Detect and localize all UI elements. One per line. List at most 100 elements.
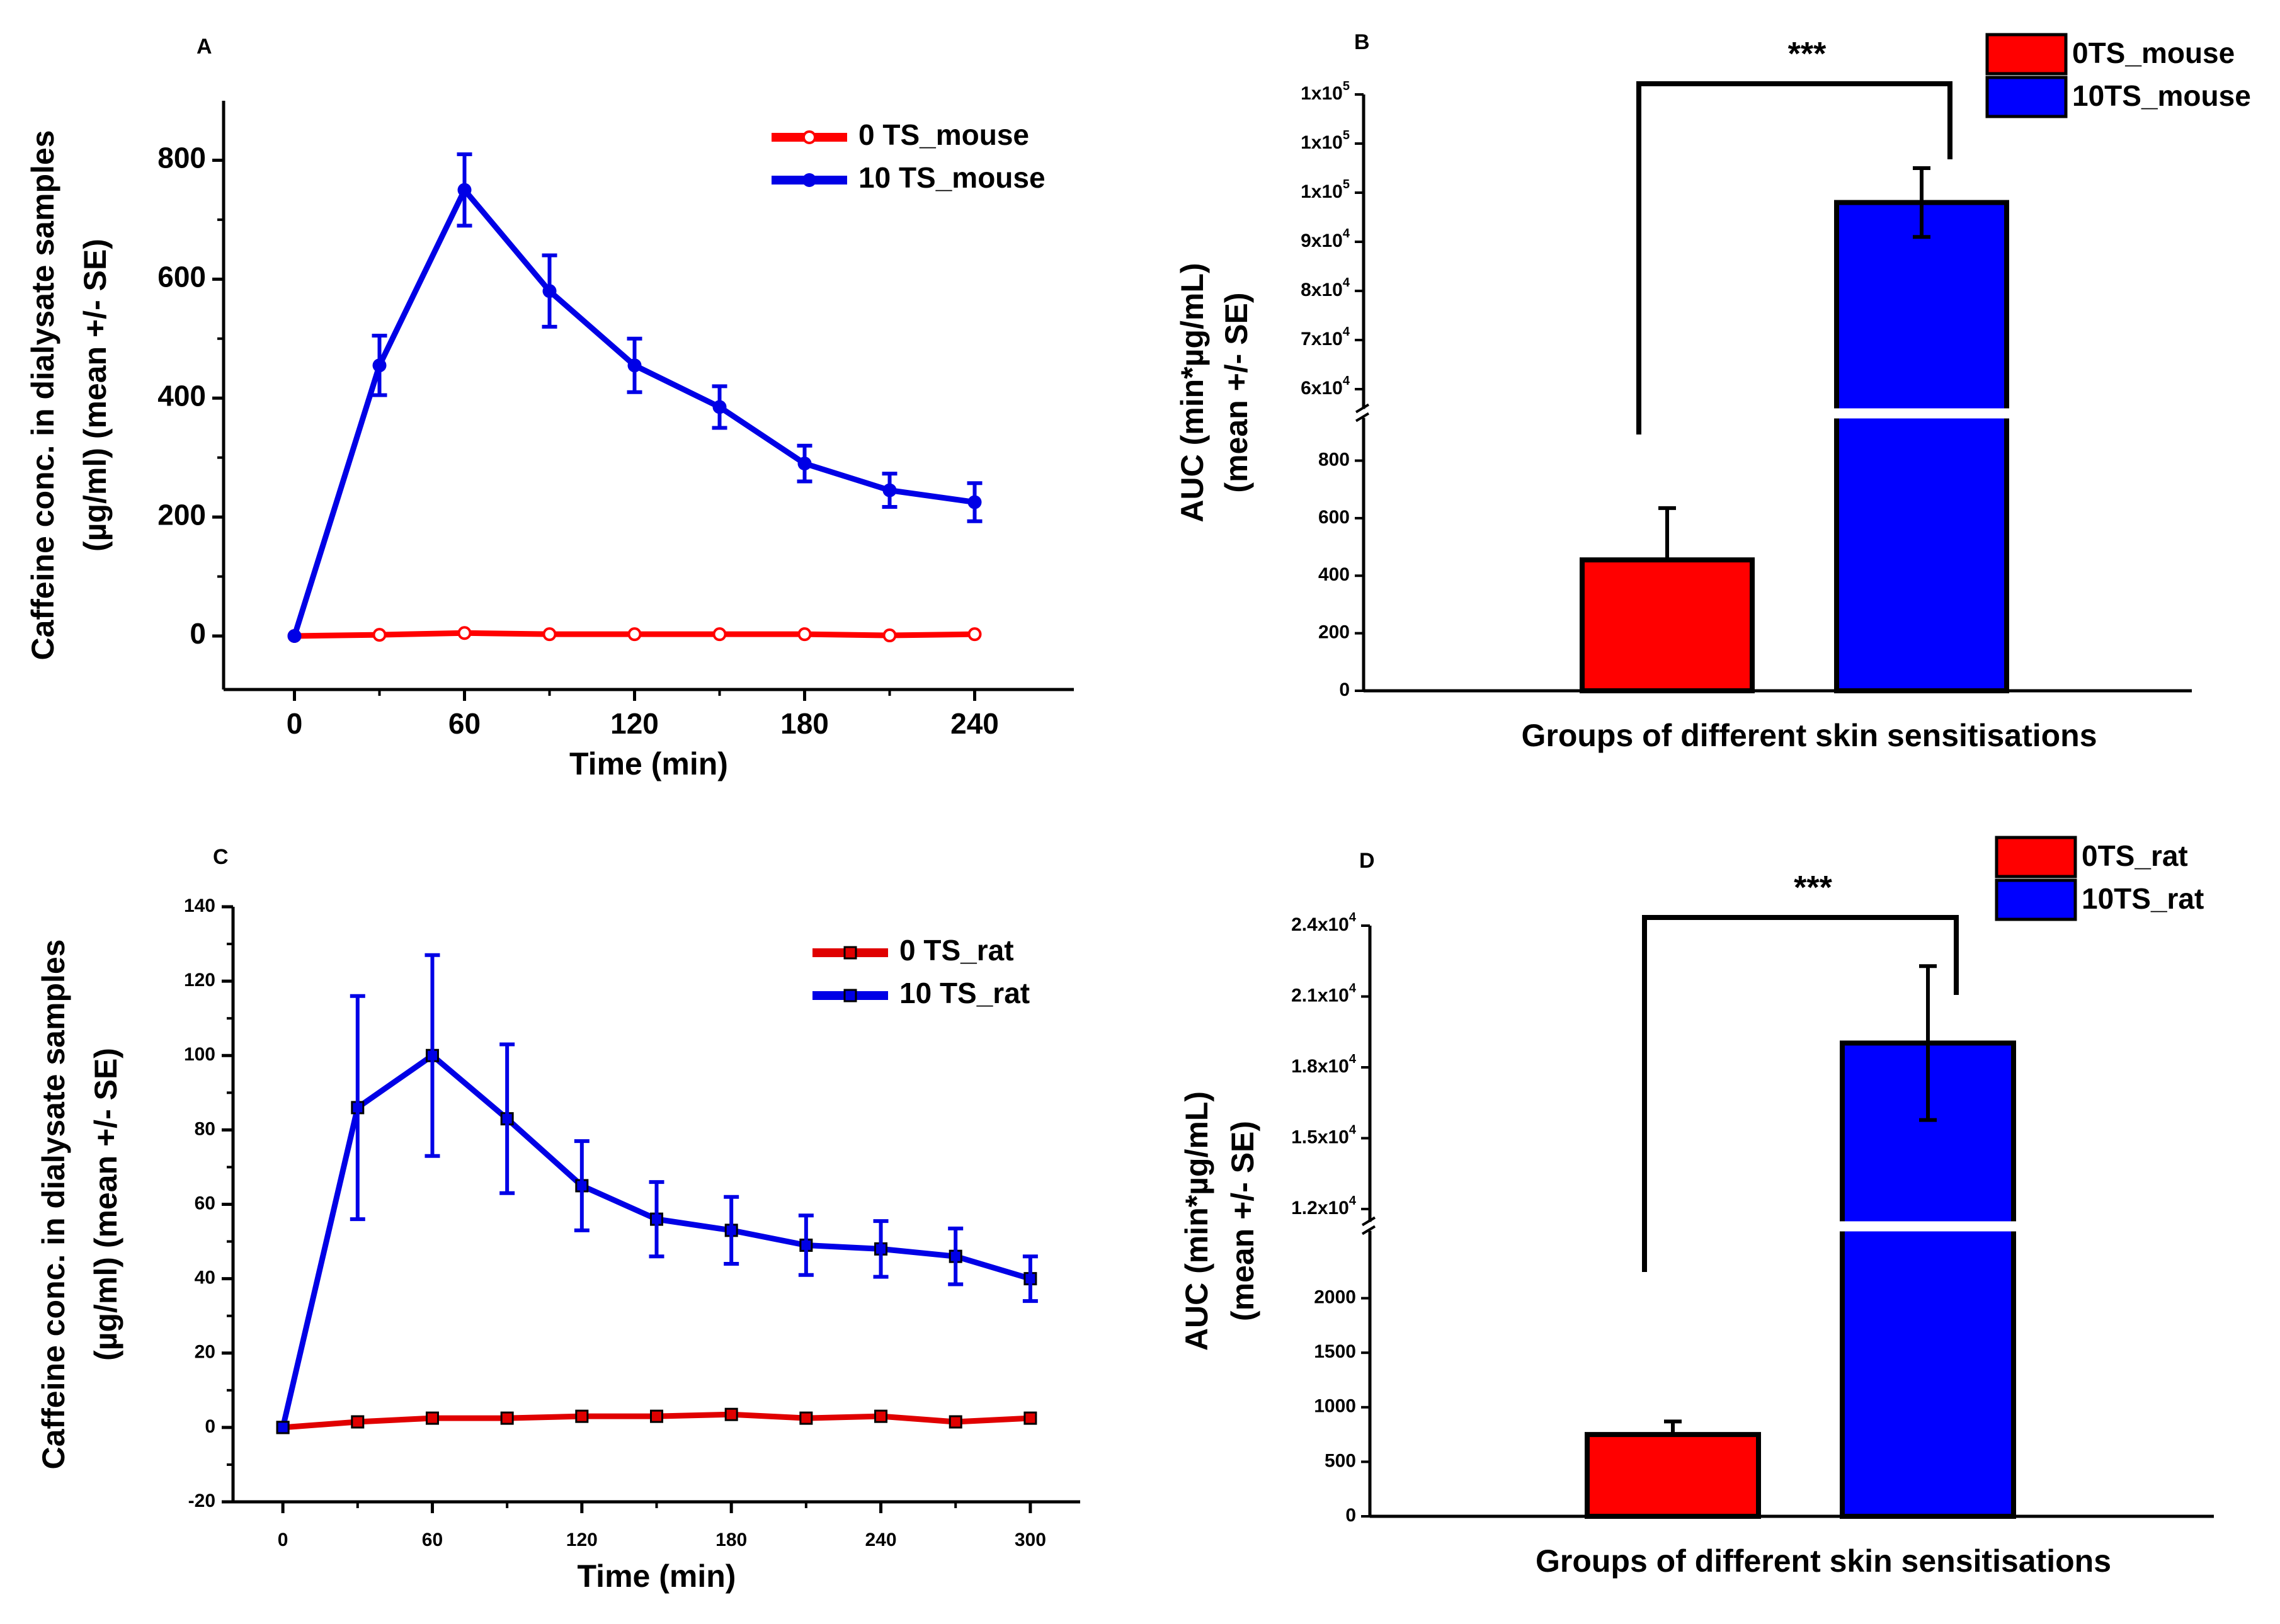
panel-c-x-tick-label: 300 xyxy=(1015,1530,1046,1550)
panel-d-legend-item-2: 10TS_rat xyxy=(1995,878,2204,921)
panel-a-x-tick-label: 60 xyxy=(448,707,481,740)
panel-c-y-tick-label: 0 xyxy=(205,1416,215,1437)
panel-b-y-tick-label: 7x104 xyxy=(1301,325,1350,349)
panel-c-series-2-error-bar xyxy=(724,1195,739,1266)
panel-b-y-tick-label: 8x104 xyxy=(1301,276,1350,300)
panel-a-x-tick-label: 120 xyxy=(610,707,659,740)
panel-a-series-1-point xyxy=(797,627,812,642)
panel-a-series-1-point xyxy=(457,626,472,640)
panel-b-bar-1-rect xyxy=(1580,557,1755,693)
panel-a-series-2-error-bar xyxy=(627,336,642,394)
panel-d-y-axis-title-line2: (mean +/- SE) xyxy=(1225,1121,1260,1321)
panel-c-series-1 xyxy=(276,1407,1037,1434)
panel-a-x-tick-label: 240 xyxy=(950,707,999,740)
panel-a-series-2-error-bar xyxy=(967,481,983,523)
panel-b-y-tick-label: 200 xyxy=(1318,622,1350,643)
panel-c-series-1-point xyxy=(650,1409,663,1423)
panel-d-bar-break xyxy=(1836,1221,2020,1232)
panel-a-series-2-error-bar xyxy=(712,384,727,430)
panel-c-y-tick-label: 80 xyxy=(195,1118,215,1139)
panel-c-legend-label: 0 TS_rat xyxy=(899,934,1014,967)
panel-c-series-2-error-bar xyxy=(873,1219,889,1279)
panel-c-series-2-error-bar xyxy=(425,953,440,1158)
panel-b-legend-swatch xyxy=(1985,76,2068,118)
panel-d-bar-1-rect xyxy=(1585,1432,1761,1519)
panel-b-y-tick-label: 1x105 xyxy=(1301,178,1350,202)
panel-c-y-tick-label: 100 xyxy=(184,1044,215,1065)
panel-b-bar-2-error xyxy=(1913,166,1930,239)
panel-c-y-tick-label: 120 xyxy=(184,970,215,991)
panel-b-legend-item-2: 10TS_mouse xyxy=(1985,76,2251,118)
panel-b-y-tick-label: 800 xyxy=(1318,449,1350,470)
panel-d-significance-bracket xyxy=(1642,915,1959,1272)
panel-a-series-1-point xyxy=(882,628,897,643)
panel-d-y-tick-label: 1500 xyxy=(1314,1341,1356,1362)
panel-a-y-tick-label: 600 xyxy=(157,260,206,293)
panel-b-significance-label: *** xyxy=(1788,36,1827,72)
panel-a-legend-item-1: 0 TS_mouse xyxy=(772,118,1029,151)
panel-c-series-2-error-bar xyxy=(1022,1254,1038,1303)
panel-b-legend-label: 0TS_mouse xyxy=(2072,37,2235,69)
panel-a-series-2-error-bar xyxy=(797,443,812,484)
panel-b-axis-break-mark xyxy=(1355,403,1370,414)
panel-a-series-1-point xyxy=(372,628,387,642)
panel-c-series-1-point xyxy=(500,1411,514,1425)
panel-a-series-1-point xyxy=(627,627,642,642)
panel-c-y-tick-label: 20 xyxy=(195,1342,215,1363)
panel-c-x-axis-title: Time (min) xyxy=(578,1559,736,1594)
panel-c-y-axis-title-line1: Caffeine conc. in dialysate samples xyxy=(36,940,71,1470)
panel-c-series-2-point xyxy=(276,1421,290,1434)
panel-c-y-tick-label: 60 xyxy=(195,1193,215,1213)
panel-d-y-tick-label: 2.1x104 xyxy=(1291,982,1357,1006)
panel-c-legend-marker xyxy=(843,989,857,1002)
panel-a-series-2-error-bar xyxy=(372,334,387,397)
panel-d-axis-break-mark xyxy=(1361,1225,1376,1235)
panel-c-legend-item-2: 10 TS_rat xyxy=(812,977,1030,1009)
panel-b-x-axis-title: Groups of different skin sensitisations xyxy=(1521,718,2097,753)
panel-b-bar-break xyxy=(1830,408,2013,419)
panel-b-y-tick-label: 1x105 xyxy=(1301,79,1350,104)
panel-c-legend-item-1: 0 TS_rat xyxy=(812,934,1014,967)
panel-a-x-tick-label: 180 xyxy=(780,707,829,740)
panel-d-y-tick-label: 1.5x104 xyxy=(1291,1123,1357,1148)
panel-b-bar-2-rect xyxy=(1834,200,2009,694)
panel-b-letter: B xyxy=(1354,30,1370,54)
panel-a-y-tick-label: 400 xyxy=(157,379,206,412)
panel-b-y-tick-label: 600 xyxy=(1318,507,1350,528)
panel-b-bar-1 xyxy=(1580,557,1755,693)
panel-a-legend-marker xyxy=(802,130,816,144)
panel-c-series-1-point xyxy=(575,1409,589,1423)
panel-d-x-axis-title: Groups of different skin sensitisations xyxy=(1536,1543,2111,1579)
panel-d-bar-1-error xyxy=(1664,1419,1682,1437)
panel-d-y-tick-label: 2000 xyxy=(1314,1287,1356,1308)
panel-c-y-axis-title-line2: (µg/ml) (mean +/- SE) xyxy=(88,1048,123,1361)
panel-d-legend-label: 0TS_rat xyxy=(2082,839,2188,872)
panel-a-series-2-line xyxy=(292,187,976,637)
panel-a-legend-marker xyxy=(802,173,816,187)
panel-d-significance-label: *** xyxy=(1794,870,1832,906)
panel-d-bar-2-rect xyxy=(1840,1040,2016,1519)
panel-b-y-tick-label: 9x104 xyxy=(1301,227,1350,251)
panel-d-y-axis-title-line1: AUC (min*µg/mL) xyxy=(1179,1091,1214,1351)
panel-c-series-1-point xyxy=(351,1415,365,1429)
panel-c-series-1-point xyxy=(949,1415,962,1429)
panel-a-legend-label: 0 TS_mouse xyxy=(858,118,1029,151)
panel-b-bar-2 xyxy=(1830,200,2013,694)
panel-a-series-2-error-bar xyxy=(882,472,898,509)
panel-b-legend-swatch xyxy=(1985,33,2068,76)
panel-c-x-tick-label: 120 xyxy=(566,1530,598,1550)
panel-d-legend-item-1: 0TS_rat xyxy=(1995,836,2188,878)
panel-a-series-2-point xyxy=(287,629,302,643)
panel-b-y-axis-title-line2: (mean +/- SE) xyxy=(1219,292,1254,492)
panel-c-y-tick-label: -20 xyxy=(188,1491,215,1511)
panel-a-x-tick-label: 0 xyxy=(287,707,303,740)
panel-c-series-2-error-bar xyxy=(350,994,365,1222)
panel-b-legend-item-1: 0TS_mouse xyxy=(1985,33,2235,76)
panel-c-y-tick-label: 140 xyxy=(184,895,215,916)
panel-d-y-tick-label: 0 xyxy=(1345,1505,1356,1526)
panel-d-axis-break-mark xyxy=(1361,1216,1376,1227)
panel-a-legend-label: 10 TS_mouse xyxy=(858,161,1046,194)
panel-c-series-2-error-bar xyxy=(649,1180,664,1259)
panel-d-legend-swatch xyxy=(1995,878,2077,921)
panel-b-y-tick-label: 1x105 xyxy=(1301,128,1350,153)
